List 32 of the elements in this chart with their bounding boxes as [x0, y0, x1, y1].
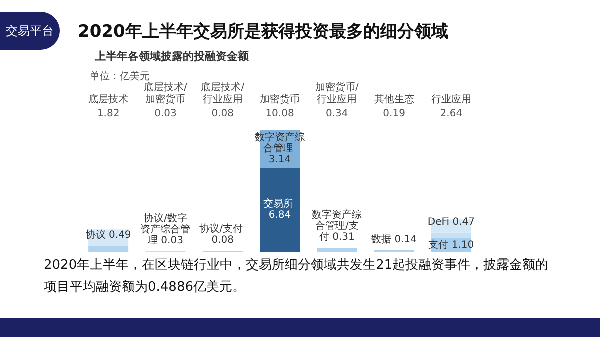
data-label: 数字资产综合管理 3.14 [255, 132, 305, 166]
text: 2.64 [440, 108, 463, 120]
text: 1.82 [97, 108, 120, 120]
data-label: 协议 0.49 [86, 229, 132, 242]
text: 0.08 [212, 108, 234, 120]
data-label: 数字资产综合管理/支付 0.31 [312, 209, 362, 244]
text: 10.08 [266, 108, 294, 120]
data-label: 交易所 6.84 [263, 198, 297, 222]
x-tick-label: 底层技术/行业应用 [201, 82, 246, 106]
bar [88, 246, 129, 252]
chart-title: 2020年上半年交易所是获得投资最多的细分领域 [78, 21, 448, 43]
chart-subtitle: 上半年各领域披露的投融资金额 [94, 50, 250, 63]
data-label: 协议/支付 0.08 [200, 223, 246, 246]
bar [317, 248, 358, 252]
bar [431, 232, 472, 239]
data-label: 协议/数字资产综合管理 0.03 [140, 212, 191, 247]
data-label: 数据 0.14 [372, 233, 418, 246]
x-tick-label: 行业应用 [431, 94, 472, 106]
text: 0.03 [154, 108, 177, 120]
x-tick-label: 加密货币/行业应用 [315, 82, 360, 106]
text: 2020年上半年，在区块链行业中，交易所细分领域共发生21起投融资事件，披露金额的项目平均融资额为0.4886亿美元。 [44, 257, 550, 297]
y-axis-title: 单位：亿美元 [90, 70, 150, 82]
data-label: 支付 1.10 [428, 238, 474, 251]
text: 0.34 [326, 108, 348, 120]
data-label: DeFi 0.47 [428, 216, 475, 228]
text: 交易平台 [0, 12, 60, 50]
x-tick-label: 其他生态 [374, 94, 414, 106]
text: 0.19 [383, 108, 406, 120]
bar [260, 168, 300, 252]
x-tick-label: 加密货币 [260, 94, 300, 106]
x-tick-label: 底层技术 [88, 94, 129, 106]
x-tick-label: 底层技术/加密货币 [144, 82, 188, 106]
